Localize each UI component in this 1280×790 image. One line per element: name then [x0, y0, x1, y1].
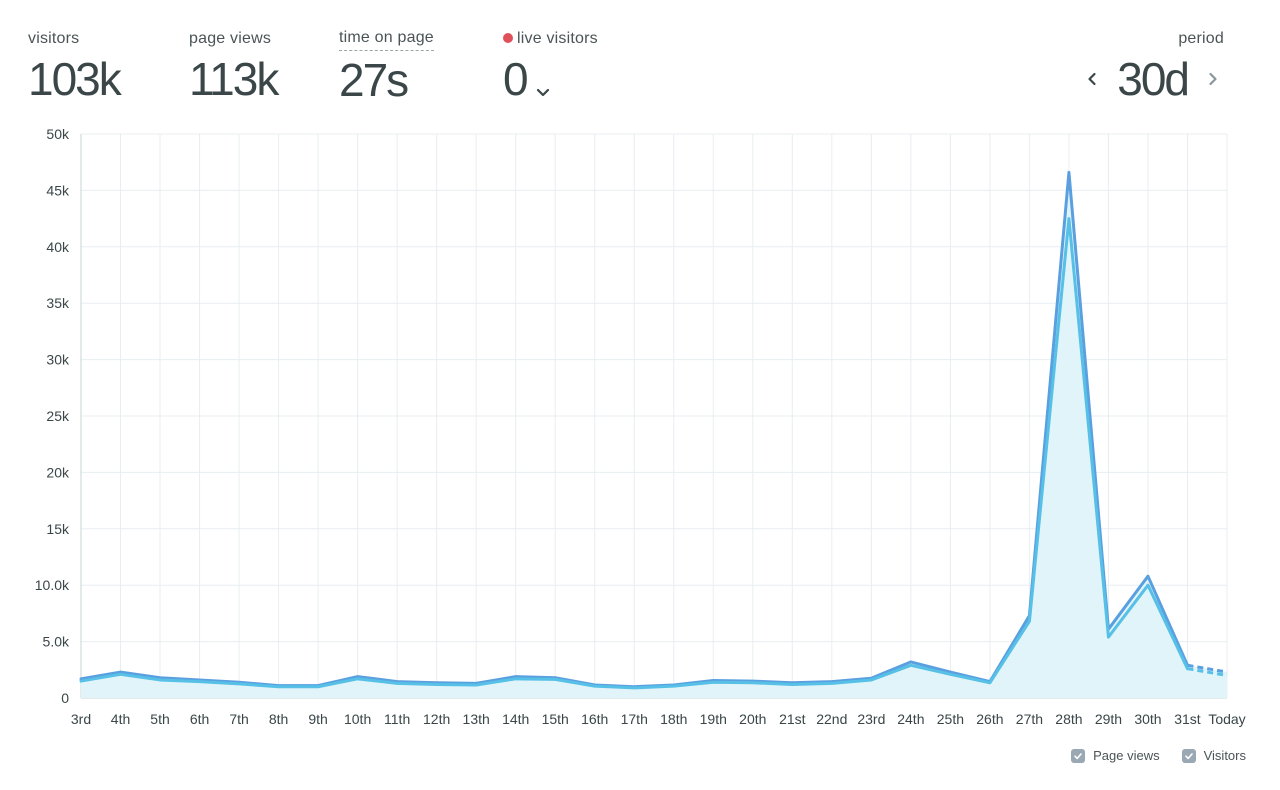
- y-tick-label: 10.0k: [35, 577, 70, 593]
- y-tick-label: 5.0k: [43, 634, 70, 650]
- visitors-value: 103k: [28, 53, 122, 105]
- x-tick-label: Today: [1208, 711, 1245, 727]
- x-tick-label: 23rd: [857, 711, 885, 727]
- period-selector: period 30d: [1081, 28, 1224, 106]
- x-tick-label: 16th: [581, 711, 608, 727]
- page-views-partial-line: [1187, 663, 1228, 674]
- visitors-label: visitors: [28, 30, 80, 47]
- y-tick-label: 0: [61, 690, 69, 706]
- x-tick-label: 28th: [1055, 711, 1082, 727]
- x-tick-label: 19th: [700, 711, 727, 727]
- y-tick-label: 40k: [46, 239, 70, 255]
- x-tick-label: 13th: [463, 711, 490, 727]
- traffic-chart: 0 5.0k 10.0k 15k 20k 25k 30k 35k 40k 45k 50k 3rd 4t…: [35, 126, 1246, 727]
- live-visitors-value: 0: [503, 53, 529, 105]
- visitors-stat[interactable]: visitors 103k: [28, 28, 122, 106]
- live-visitors-label: live visitors: [517, 30, 598, 47]
- time-on-page-label[interactable]: time on page: [339, 28, 434, 51]
- checkbox-icon[interactable]: [1181, 748, 1196, 763]
- x-tick-label: 6th: [190, 711, 209, 727]
- y-tick-label: 45k: [46, 182, 70, 198]
- live-visitors-row: 0: [503, 52, 598, 110]
- page-views-value: 113k: [189, 53, 279, 105]
- x-axis: 3rd 4th 5th 6th 7th 8th 9th 10th 11th 12th 13th 14t…: [71, 711, 1246, 727]
- x-tick-label: 14th: [502, 711, 529, 727]
- chart-lines: [79, 170, 1228, 690]
- time-on-page-stat[interactable]: time on page 27s: [339, 28, 434, 107]
- y-axis: 0 5.0k 10.0k 15k 20k 25k 30k 35k 40k 45k 50k: [35, 126, 70, 706]
- y-tick-label: 25k: [46, 408, 70, 424]
- x-tick-label: 11th: [384, 711, 410, 727]
- chevron-down-icon[interactable]: [535, 56, 551, 110]
- y-tick-label: 35k: [46, 295, 70, 311]
- time-on-page-value: 27s: [339, 54, 409, 106]
- x-tick-label: 27th: [1016, 711, 1043, 727]
- live-visitors-stat[interactable]: live visitors 0: [503, 28, 598, 110]
- period-value: 30d: [1117, 53, 1190, 105]
- x-tick-label: 25th: [937, 711, 964, 727]
- x-tick-label: 12th: [423, 711, 450, 727]
- x-tick-label: 3rd: [71, 711, 91, 727]
- chart-area: [81, 172, 1227, 699]
- y-tick-label: 50k: [46, 126, 70, 142]
- y-tick-label: 20k: [46, 464, 70, 480]
- x-tick-label: 21st: [779, 711, 806, 727]
- page-views-area: [81, 172, 1227, 699]
- chevron-left-icon[interactable]: [1081, 64, 1103, 94]
- x-tick-label: 8th: [269, 711, 288, 727]
- chart-legend: Page views Visitors: [1071, 748, 1246, 763]
- checkbox-icon[interactable]: [1071, 748, 1086, 763]
- y-tick-label: 15k: [46, 521, 70, 537]
- x-tick-label: 26th: [976, 711, 1003, 727]
- live-indicator-icon: [503, 33, 513, 43]
- x-tick-label: 18th: [660, 711, 687, 727]
- x-tick-label: 31st: [1174, 711, 1201, 727]
- page-views-stat[interactable]: page views 113k: [189, 28, 279, 106]
- x-tick-label: 24th: [897, 711, 924, 727]
- legend-item-page-views[interactable]: Page views: [1071, 748, 1160, 763]
- x-tick-label: 20th: [739, 711, 766, 727]
- visitors-partial-line: [1187, 667, 1228, 677]
- legend-label: Page views: [1093, 748, 1160, 763]
- chevron-right-icon[interactable]: [1202, 64, 1224, 94]
- period-label: period: [1178, 30, 1224, 47]
- x-tick-label: 15th: [542, 711, 569, 727]
- legend-label: Visitors: [1203, 748, 1246, 763]
- visitors-line: [79, 217, 1189, 690]
- x-tick-label: 30th: [1134, 711, 1161, 727]
- y-tick-label: 30k: [46, 352, 70, 368]
- x-tick-label: 4th: [111, 711, 130, 727]
- x-tick-label: 29th: [1095, 711, 1122, 727]
- x-tick-label: 22nd: [816, 711, 847, 727]
- x-tick-label: 9th: [308, 711, 327, 727]
- x-tick-label: 17th: [621, 711, 648, 727]
- page-views-label: page views: [189, 30, 272, 47]
- live-visitors-header: live visitors: [503, 28, 598, 50]
- legend-item-visitors[interactable]: Visitors: [1181, 748, 1246, 763]
- x-tick-label: 10th: [344, 711, 371, 727]
- x-tick-label: 5th: [150, 711, 169, 727]
- x-tick-label: 7th: [229, 711, 248, 727]
